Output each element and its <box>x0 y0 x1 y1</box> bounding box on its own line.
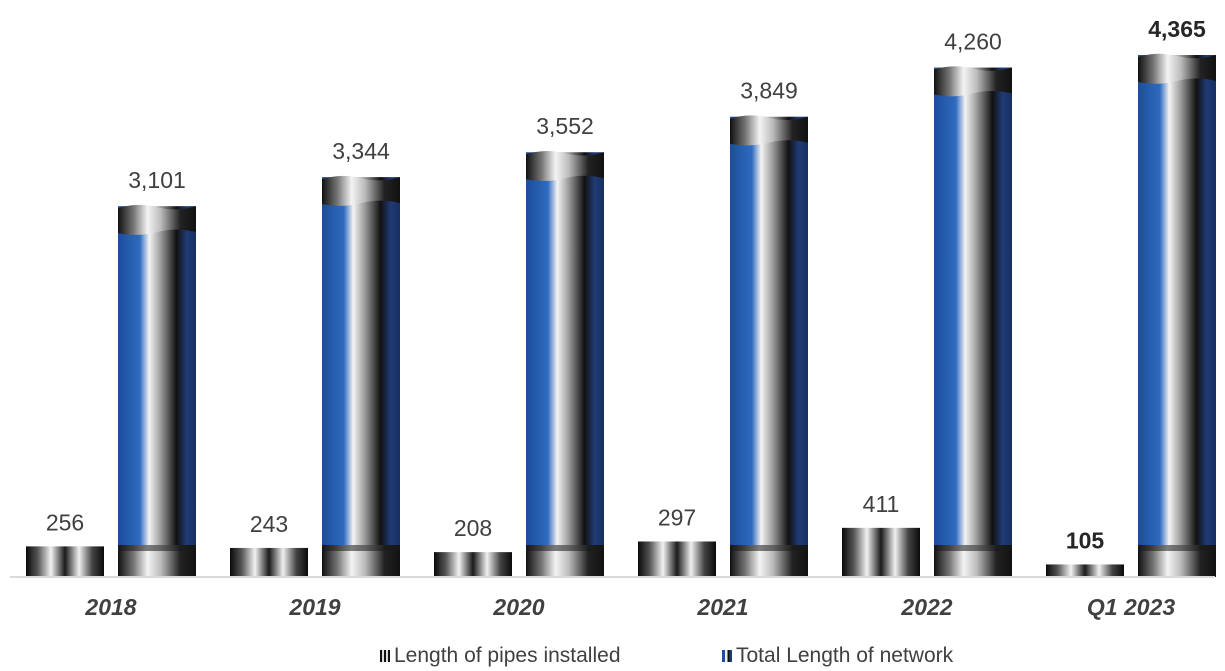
pipe-joint-band <box>118 545 196 551</box>
pipe-cap-top <box>1138 53 1216 84</box>
category-label: Q1 2023 <box>1087 594 1175 620</box>
value-label-pipes: 105 <box>1066 527 1105 553</box>
legend: Length of pipes installed Total Length o… <box>0 644 1225 670</box>
category-label: 2018 <box>84 594 136 620</box>
pipe-joint-band <box>934 545 1012 551</box>
pipe-cap-top <box>118 204 196 235</box>
bar-pipes-installed <box>230 547 308 577</box>
value-label-pipes: 243 <box>250 511 288 537</box>
category-label: 2020 <box>492 594 544 620</box>
value-label-pipes: 297 <box>658 504 696 530</box>
bar-total-network <box>1138 55 1216 577</box>
value-label-pipes: 256 <box>46 509 84 535</box>
pipe-joint-band <box>730 545 808 551</box>
pipe-joint-band <box>526 545 604 551</box>
legend-item-network: Total Length of network <box>722 644 953 668</box>
legend-item-pipes: Length of pipes installed <box>380 644 621 668</box>
pipe-cap-top <box>934 66 1012 97</box>
value-label-pipes: 208 <box>454 515 492 541</box>
value-label-network: 3,552 <box>536 113 594 139</box>
value-label-network: 3,344 <box>332 138 390 164</box>
pipe-cap-top <box>322 175 400 206</box>
bar-total-network <box>118 206 196 578</box>
category-label: 2021 <box>696 594 748 620</box>
bar-total-network <box>934 67 1012 577</box>
legend-label-network: Total Length of network <box>736 644 954 667</box>
value-label-network: 4,260 <box>944 29 1002 55</box>
value-labels: 256 3,101 243 3,344 208 3,552 297 3,849 411 4,260… <box>46 16 1206 553</box>
category-label: 2022 <box>900 594 952 620</box>
legend-label-pipes: Length of pipes installed <box>394 644 621 667</box>
value-label-network: 3,101 <box>128 167 186 193</box>
pipe-cap-top <box>730 115 808 146</box>
legend-swatch-pipes <box>380 650 390 662</box>
bar-pipes-installed <box>638 541 716 577</box>
value-label-network: 4,365 <box>1148 16 1206 42</box>
pipe-cap-top <box>526 150 604 182</box>
bar-pipes-installed <box>1046 564 1124 577</box>
bar-total-network <box>322 177 400 577</box>
bar-total-network <box>730 116 808 577</box>
bar-group <box>26 53 1216 578</box>
category-label: 2019 <box>288 594 340 620</box>
category-labels: 2018 2019 2020 2021 2022 Q1 2023 <box>84 594 1175 620</box>
legend-swatch-network <box>722 650 732 662</box>
value-label-network: 3,849 <box>740 78 798 104</box>
pipe-joint-band <box>322 545 400 551</box>
bar-pipes-installed <box>26 546 104 577</box>
value-label-pipes: 411 <box>863 491 900 517</box>
bar-pipes-installed <box>434 552 512 577</box>
pipe-joint-band <box>1138 545 1216 551</box>
bar-total-network <box>526 152 604 578</box>
bar-pipes-installed <box>842 527 920 577</box>
